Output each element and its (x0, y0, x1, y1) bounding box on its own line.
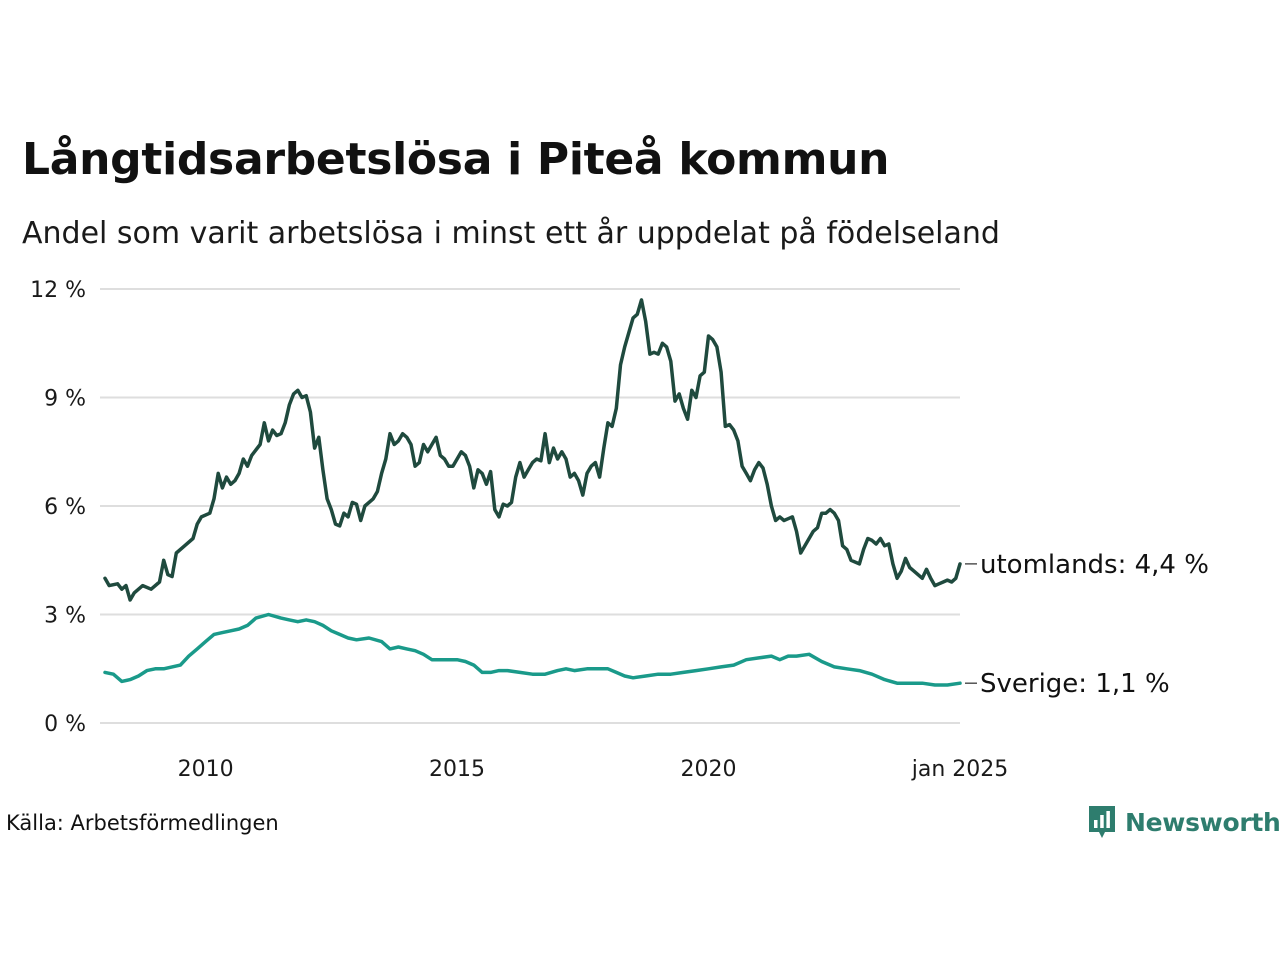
gridlines (100, 288, 960, 724)
y-tick-label: 12 % (30, 278, 86, 303)
x-tick-label: 2015 (429, 757, 485, 782)
x-tick-label: 2010 (178, 757, 234, 782)
y-tick-label: 3 % (44, 604, 86, 629)
y-tick-label: 9 % (44, 387, 86, 412)
series-line-foreign (103, 298, 962, 602)
series-end-label-foreign: utomlands: 4,4 % (980, 550, 1209, 580)
series-line-sweden (103, 612, 962, 687)
brand-name: Newsworthy (1125, 807, 1280, 837)
bar-chart-bubble-icon (1089, 806, 1115, 838)
chart-subtitle: Andel som varit arbetslösa i minst ett å… (22, 216, 1000, 251)
series-end-label-sweden: Sverige: 1,1 % (980, 669, 1170, 699)
x-tick-label: 2020 (681, 757, 737, 782)
series-lines (103, 298, 962, 687)
y-tick-label: 6 % (44, 495, 86, 520)
source-note: Källa: Arbetsförmedlingen (6, 811, 279, 835)
x-axis: 2010 2015 2020 jan 2025 (178, 757, 1009, 782)
line-chart: 0 % 3 % 6 % 9 % 12 % 2010 2015 2020 jan 2025 ut… (30, 278, 1209, 782)
x-tick-label: jan 2025 (911, 757, 1009, 782)
chart-title: Långtidsarbetslösa i Piteå kommun (22, 134, 890, 185)
y-tick-label: 0 % (44, 712, 86, 737)
series-end-labels: utomlands: 4,4 % Sverige: 1,1 % (965, 550, 1209, 699)
brand-logo: Newsworthy (1087, 804, 1280, 840)
y-axis: 0 % 3 % 6 % 9 % 12 % (30, 278, 86, 737)
